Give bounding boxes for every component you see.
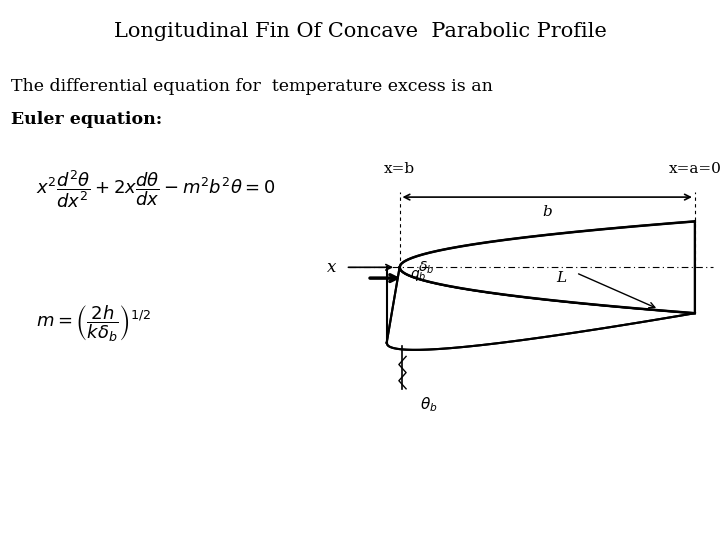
Text: $q_b$: $q_b$ [410,268,427,283]
Text: Euler equation:: Euler equation: [11,111,162,127]
Text: x=b: x=b [384,162,415,176]
Text: The differential equation for  temperature excess is an: The differential equation for temperatur… [11,78,492,95]
Text: x: x [326,259,336,276]
Text: $\theta_b$: $\theta_b$ [420,396,438,414]
Polygon shape [400,221,695,313]
Text: Longitudinal Fin Of Concave  Parabolic Profile: Longitudinal Fin Of Concave Parabolic Pr… [114,22,606,40]
Text: b: b [542,205,552,219]
Polygon shape [387,267,695,350]
Text: $m = \left(\dfrac{2h}{k\delta_b}\right)^{1/2}$: $m = \left(\dfrac{2h}{k\delta_b}\right)^… [36,303,151,345]
Text: x=a=0: x=a=0 [668,162,720,176]
Text: $x^2 \dfrac{d^2\theta}{dx^2} + 2x\dfrac{d\theta}{dx} - m^2b^2\theta = 0$: $x^2 \dfrac{d^2\theta}{dx^2} + 2x\dfrac{… [36,168,276,210]
Text: L: L [557,271,567,285]
Text: $\delta_b$: $\delta_b$ [418,259,434,275]
